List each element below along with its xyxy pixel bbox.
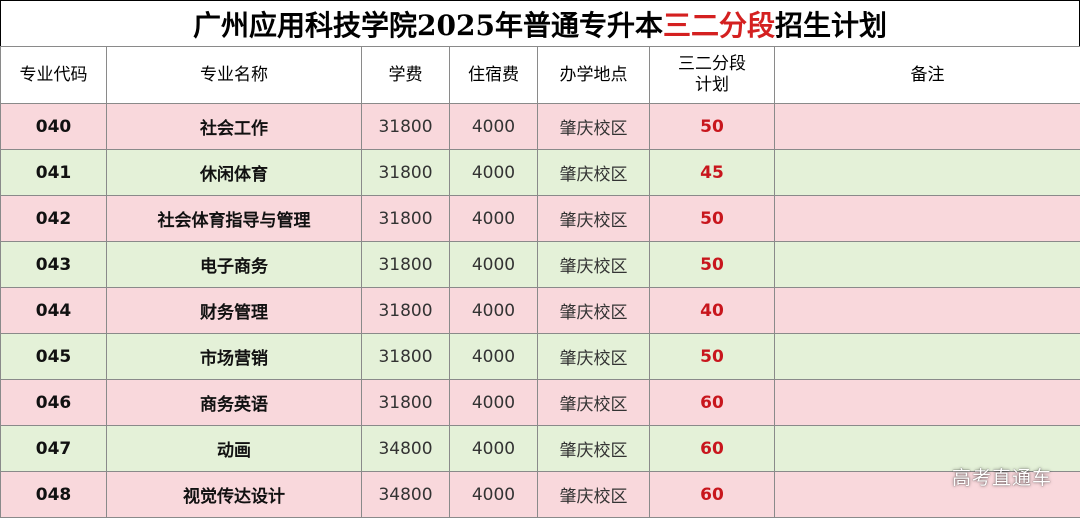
table-row: 048 视觉传达设计 34800 4000 肇庆校区 60	[0, 471, 1080, 518]
cell-name: 社会工作	[106, 103, 362, 150]
cell-tuition: 31800	[361, 333, 450, 380]
header-name: 专业名称	[106, 46, 362, 104]
cell-dorm: 4000	[449, 241, 538, 288]
cell-name: 电子商务	[106, 241, 362, 288]
title-prefix: 广州应用科技学院2025年普通专升本	[193, 8, 663, 42]
cell-plan: 50	[649, 241, 775, 288]
table-row: 044 财务管理 31800 4000 肇庆校区 40	[0, 287, 1080, 334]
cell-code: 047	[0, 425, 107, 472]
title-suffix: 招生计划	[774, 8, 887, 42]
cell-code: 040	[0, 103, 107, 150]
enrollment-plan-table: 专业代码 专业名称 学费 住宿费 办学地点 三二分段 计划 备注 040 社会工作…	[0, 46, 1080, 518]
cell-plan: 60	[649, 471, 775, 518]
cell-plan: 60	[649, 379, 775, 426]
cell-code: 043	[0, 241, 107, 288]
cell-remark	[774, 149, 1080, 196]
cell-name: 视觉传达设计	[106, 471, 362, 518]
cell-campus: 肇庆校区	[537, 195, 650, 242]
cell-tuition: 31800	[361, 149, 450, 196]
cell-plan: 45	[649, 149, 775, 196]
cell-name: 市场营销	[106, 333, 362, 380]
cell-code: 044	[0, 287, 107, 334]
cell-campus: 肇庆校区	[537, 149, 650, 196]
header-tuition: 学费	[361, 46, 450, 104]
cell-tuition: 34800	[361, 425, 450, 472]
cell-campus: 肇庆校区	[537, 379, 650, 426]
table-body: 040 社会工作 31800 4000 肇庆校区 50 041 休闲体育 31800 4000 肇庆…	[0, 103, 1080, 518]
cell-code: 045	[0, 333, 107, 380]
cell-remark	[774, 471, 1080, 518]
cell-code: 046	[0, 379, 107, 426]
table-header-row: 专业代码 专业名称 学费 住宿费 办学地点 三二分段 计划 备注	[0, 46, 1080, 104]
cell-plan: 50	[649, 195, 775, 242]
cell-plan: 50	[649, 333, 775, 380]
cell-remark	[774, 241, 1080, 288]
header-dorm: 住宿费	[449, 46, 538, 104]
cell-tuition: 31800	[361, 379, 450, 426]
watermark: 高考直通车	[951, 467, 1052, 489]
table-row: 043 电子商务 31800 4000 肇庆校区 50	[0, 241, 1080, 288]
header-campus: 办学地点	[537, 46, 650, 104]
cell-remark	[774, 379, 1080, 426]
cell-campus: 肇庆校区	[537, 471, 650, 518]
header-plan-line2: 计划	[695, 75, 729, 95]
cell-remark	[774, 103, 1080, 150]
header-code: 专业代码	[0, 46, 107, 104]
cell-tuition: 31800	[361, 241, 450, 288]
page-title: 广州应用科技学院2025年普通专升本 三二分段 招生计划	[0, 0, 1080, 46]
cell-dorm: 4000	[449, 287, 538, 334]
cell-tuition: 31800	[361, 195, 450, 242]
cell-remark	[774, 287, 1080, 334]
cell-dorm: 4000	[449, 333, 538, 380]
table-row: 047 动画 34800 4000 肇庆校区 60	[0, 425, 1080, 472]
cell-tuition: 31800	[361, 287, 450, 334]
header-plan-line1: 三二分段	[678, 54, 746, 74]
cell-tuition: 31800	[361, 103, 450, 150]
cell-dorm: 4000	[449, 103, 538, 150]
cell-campus: 肇庆校区	[537, 241, 650, 288]
cell-dorm: 4000	[449, 425, 538, 472]
cell-name: 社会体育指导与管理	[106, 195, 362, 242]
table-row: 046 商务英语 31800 4000 肇庆校区 60	[0, 379, 1080, 426]
cell-name: 动画	[106, 425, 362, 472]
cell-name: 商务英语	[106, 379, 362, 426]
cell-dorm: 4000	[449, 149, 538, 196]
cell-plan: 60	[649, 425, 775, 472]
cell-plan: 50	[649, 103, 775, 150]
cell-code: 042	[0, 195, 107, 242]
cell-plan: 40	[649, 287, 775, 334]
table-row: 042 社会体育指导与管理 31800 4000 肇庆校区 50	[0, 195, 1080, 242]
table-row: 041 休闲体育 31800 4000 肇庆校区 45	[0, 149, 1080, 196]
cell-campus: 肇庆校区	[537, 103, 650, 150]
cell-code: 048	[0, 471, 107, 518]
cell-name: 休闲体育	[106, 149, 362, 196]
cell-dorm: 4000	[449, 471, 538, 518]
cell-dorm: 4000	[449, 195, 538, 242]
cell-tuition: 34800	[361, 471, 450, 518]
cell-remark	[774, 195, 1080, 242]
cell-remark	[774, 425, 1080, 472]
cell-name: 财务管理	[106, 287, 362, 334]
header-plan: 三二分段 计划	[649, 46, 775, 104]
cell-campus: 肇庆校区	[537, 287, 650, 334]
cell-remark	[774, 333, 1080, 380]
table-row: 045 市场营销 31800 4000 肇庆校区 50	[0, 333, 1080, 380]
header-remark: 备注	[774, 46, 1080, 104]
cell-campus: 肇庆校区	[537, 425, 650, 472]
table-row: 040 社会工作 31800 4000 肇庆校区 50	[0, 103, 1080, 150]
cell-dorm: 4000	[449, 379, 538, 426]
title-highlight: 三二分段	[662, 8, 775, 42]
cell-campus: 肇庆校区	[537, 333, 650, 380]
cell-code: 041	[0, 149, 107, 196]
